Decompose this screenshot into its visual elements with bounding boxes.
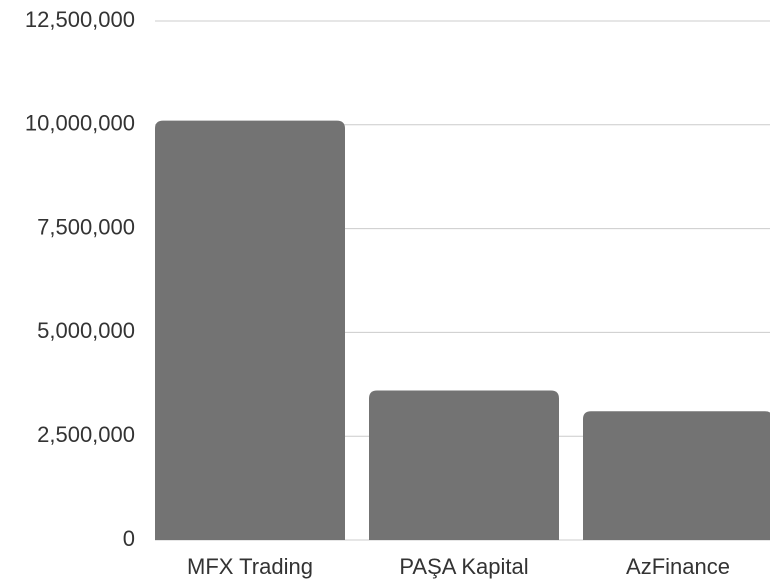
bar <box>155 120 345 540</box>
y-tick-label: 10,000,000 <box>25 111 135 136</box>
bar <box>583 411 770 540</box>
y-tick-label: 12,500,000 <box>25 7 135 32</box>
bar <box>369 390 559 540</box>
y-tick-label: 5,000,000 <box>37 318 135 343</box>
y-tick-label: 2,500,000 <box>37 422 135 447</box>
y-tick-label: 0 <box>123 526 135 551</box>
x-tick-label: AzFinance <box>626 554 730 579</box>
x-tick-label: PAŞA Kapital <box>399 554 528 579</box>
y-tick-label: 7,500,000 <box>37 214 135 239</box>
x-tick-label: MFX Trading <box>187 554 313 579</box>
